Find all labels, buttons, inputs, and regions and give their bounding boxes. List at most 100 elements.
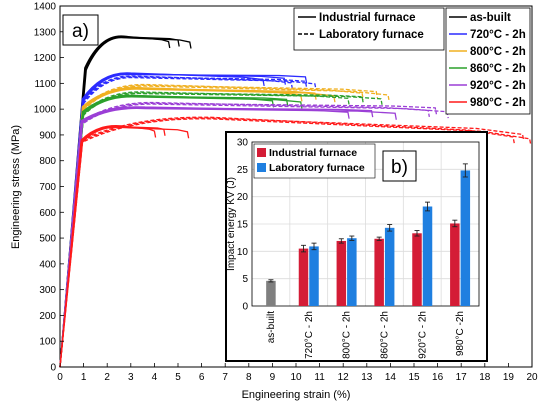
condition-legend-box <box>445 7 531 115</box>
stress-strain-curve <box>59 92 364 368</box>
panel-b-label: b) <box>391 157 408 178</box>
panel-a-label-box <box>62 14 99 46</box>
x-axis-label: Engineering strain (%) <box>242 389 351 401</box>
y-tick-label: 1100 <box>34 79 56 90</box>
x-tick-label: 3 <box>128 372 134 383</box>
x-tick-label: 12 <box>338 372 350 383</box>
stress-strain-curve <box>59 84 379 368</box>
x-tick-label: 4 <box>152 372 158 383</box>
y-tick-label: 900 <box>39 130 56 141</box>
stress-strain-curve <box>59 88 336 368</box>
stress-strain-curve <box>59 37 192 368</box>
inset-x-tick-label: 920°C - 2h <box>417 311 428 359</box>
inset-y-axis-label: Impact energy KV (J) <box>226 177 237 271</box>
condition-legend-label: 920°C - 2h <box>470 80 526 92</box>
impact-bar <box>384 227 395 306</box>
furnace-legend: Industrial furnace Laboratory furnace <box>293 7 445 51</box>
inset-y-tick-label: 25 <box>237 165 249 176</box>
inset-legend: Industrial furnace Laboratory furnace <box>253 143 376 179</box>
stress-strain-curve <box>59 118 532 368</box>
x-tick-label: 7 <box>222 372 228 383</box>
stress-strain-curve <box>59 102 438 368</box>
x-tick-label: 14 <box>385 372 397 383</box>
inset-x-tick-label: 980°C -2h <box>455 311 466 356</box>
inset-legend-swatch <box>257 163 266 172</box>
panel-b-label-box <box>382 150 417 182</box>
stress-strain-curve <box>59 85 390 368</box>
x-tick-label: 18 <box>479 372 491 383</box>
panel-a-label: a) <box>72 21 89 42</box>
inset-x-tick-label: as-built <box>266 311 277 343</box>
inset-x-tick-label: 720°C - 2h <box>304 311 315 359</box>
stress-strain-curve <box>59 76 308 368</box>
inset-y-ticks: 0 5 10 15 20 25 30 <box>237 138 249 313</box>
x-tick-label: 19 <box>503 372 515 383</box>
impact-bar <box>412 233 422 306</box>
condition-legend-label: 860°C - 2h <box>470 63 526 75</box>
stress-strain-curve <box>59 96 303 368</box>
furnace-legend-label: Industrial furnace <box>319 12 416 24</box>
stress-strain-curves <box>59 35 532 368</box>
inset-y-tick-label: 5 <box>242 274 248 285</box>
y-axis-label: Engineering stress (MPa) <box>10 125 22 249</box>
y-tick-label: 300 <box>39 285 56 296</box>
inset-legend-box <box>253 143 376 179</box>
stress-strain-curve <box>59 92 383 368</box>
y-tick-label: 1400 <box>34 2 57 13</box>
furnace-legend-box <box>293 7 445 51</box>
y-tick-label: 200 <box>39 311 56 322</box>
condition-legend-label: as-built <box>470 12 511 24</box>
stress-strain-curve <box>59 76 317 368</box>
inset-legend-swatch <box>257 148 266 157</box>
inset-y-tick-label: 10 <box>237 247 249 258</box>
inset-x-tick-label: 800°C - 2h <box>342 311 353 359</box>
inset-x-tick-label: 860°C - 2h <box>379 311 390 359</box>
impact-energy-inset: 0 5 10 15 20 25 30 as-built 720°C - 2h 800°C - 2… <box>225 131 488 362</box>
inset-plot-frame <box>251 141 480 307</box>
inset-y-tick-label: 30 <box>237 138 249 149</box>
x-tick-label: 9 <box>270 372 276 383</box>
y-tick-label: 1000 <box>34 105 57 116</box>
inset-legend-label: Industrial furnace <box>269 147 357 159</box>
x-tick-label: 0 <box>57 372 63 383</box>
impact-bar <box>309 246 319 306</box>
condition-legend-label: 720°C - 2h <box>470 29 526 41</box>
inset-y-tick-label: 15 <box>237 220 249 231</box>
impact-bar <box>374 238 384 306</box>
stress-strain-curve <box>59 91 350 368</box>
y-tick-label: 100 <box>39 337 56 348</box>
y-tick-label: 0 <box>50 363 56 374</box>
x-tick-label: 15 <box>408 372 420 383</box>
impact-bar <box>298 248 309 306</box>
impact-bar <box>422 206 433 306</box>
x-tick-label: 1 <box>81 372 87 383</box>
impact-bar <box>450 223 460 306</box>
x-tick-label: 16 <box>432 372 444 383</box>
impact-bar <box>347 238 357 306</box>
stress-strain-curve <box>59 36 180 368</box>
inset-x-ticks: as-built 720°C - 2h 800°C - 2h 860°C - 2h 92… <box>266 311 466 359</box>
inset-bars <box>266 163 471 306</box>
stress-strain-curve <box>59 116 515 368</box>
y-axis-ticks: 0 100 200 300 400 500 600 700 800 900 1000 1100 1200… <box>34 2 64 374</box>
x-tick-label: 11 <box>314 372 325 383</box>
x-tick-label: 13 <box>361 372 373 383</box>
furnace-legend-label: Laboratory furnace <box>319 29 424 41</box>
inset-legend-label: Laboratory furnace <box>269 162 365 174</box>
condition-legend-label: 980°C - 2h <box>470 97 526 109</box>
inset-y-tick-label: 0 <box>242 302 248 313</box>
y-tick-label: 500 <box>39 234 56 245</box>
impact-bar <box>336 240 347 306</box>
x-tick-label: 8 <box>246 372 252 383</box>
x-tick-label: 20 <box>526 372 538 383</box>
y-tick-label: 1300 <box>34 27 57 38</box>
x-axis-ticks: 0 1 2 3 4 5 6 7 8 9 10 11 12 13 14 15 16 17 18 19 20 <box>57 363 538 383</box>
x-tick-label: 17 <box>456 372 468 383</box>
y-tick-label: 700 <box>39 182 56 193</box>
x-tick-label: 2 <box>104 372 110 383</box>
stress-strain-curve <box>59 103 449 368</box>
x-tick-label: 10 <box>290 372 302 383</box>
stress-strain-curve <box>59 117 525 368</box>
